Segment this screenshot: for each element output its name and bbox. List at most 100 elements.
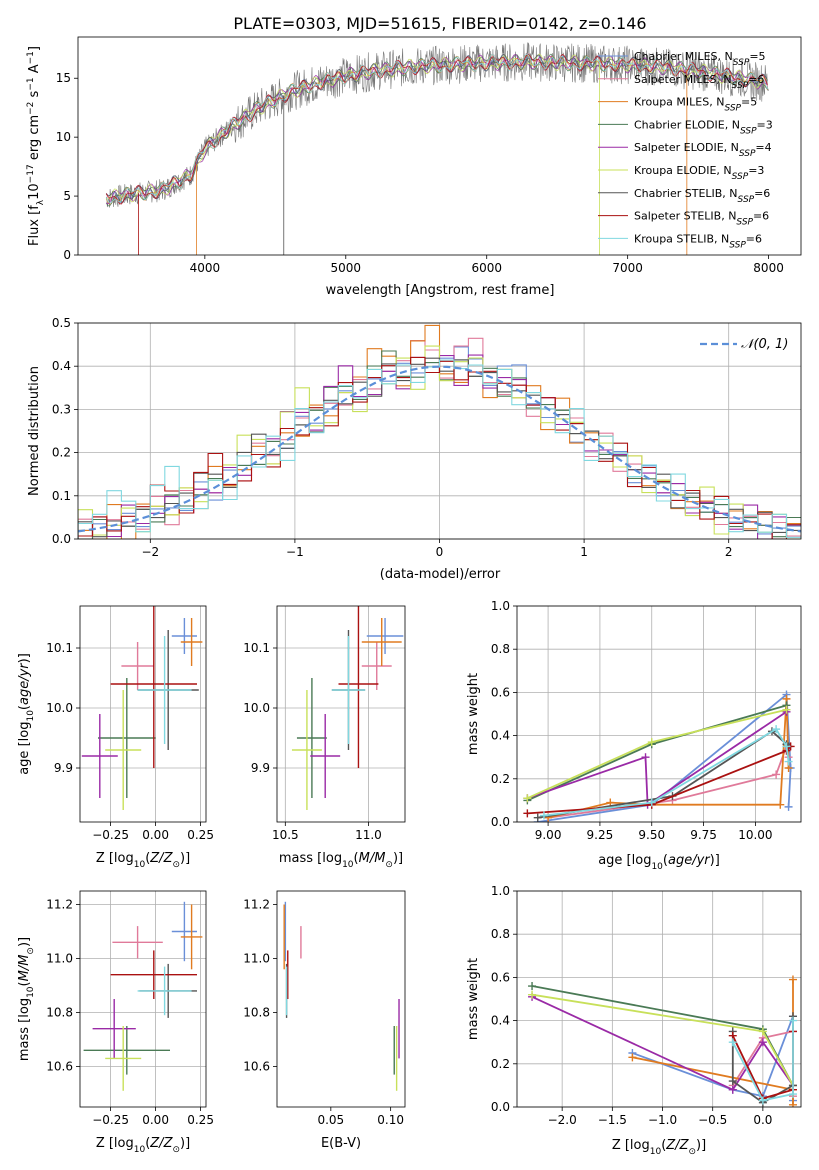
data-point: [137, 636, 192, 744]
data-point: [112, 926, 163, 959]
y-tick-label: 9.9: [54, 761, 73, 775]
series-point-marker: [788, 1100, 797, 1107]
x-tick-label: −0.25: [92, 828, 129, 842]
axes-mass_weight_vs_age: 9.00 9.25 9.50 9.75 10.00 0.0 0.2 0.4 0.6 0.8 1.0 a…: [466, 599, 802, 872]
x-tick-label: −2.0: [548, 1113, 577, 1127]
y-tick-label: 0.4: [491, 1014, 510, 1028]
series-point-marker: [784, 802, 793, 811]
x-tick-label: −2: [141, 545, 159, 559]
x-tick-label: 11.0: [355, 828, 382, 842]
series-point-marker: [782, 705, 791, 714]
series-point-marker: [758, 1027, 767, 1036]
x-tick-label: 5000: [331, 261, 362, 275]
y-tick-label: 10: [56, 130, 71, 144]
x-tick-label: −1: [286, 545, 304, 559]
y-axis-label: age [log10(age/yr)]: [17, 653, 36, 775]
y-tick-label: 0.2: [491, 1057, 510, 1071]
series-line: [732, 1020, 794, 1102]
y-axis-label: mass [log10(M/M⊙)]: [17, 937, 36, 1061]
x-tick-label: 9.50: [638, 828, 665, 842]
data-point: [105, 1026, 142, 1091]
data-point: [291, 690, 322, 810]
data-point: [92, 999, 136, 1059]
y-tick-label: 10.8: [243, 1006, 270, 1020]
plot-area: [283, 901, 400, 1091]
x-tick-label: 10.00: [738, 828, 772, 842]
x-tick-label: 0.00: [142, 1113, 169, 1127]
y-tick-label: 0.5: [52, 316, 71, 330]
series-point-marker: [758, 1038, 767, 1047]
y-axis-label: Normed distribution: [27, 366, 42, 496]
axis-frame: 4000 5000 6000 7000 8000 0 5 10 15 wavelength [An…: [26, 36, 802, 298]
y-tick-label: 0.8: [491, 642, 510, 656]
legend: Chabrier MILES, NSSP=5 Salpeter MILES, NS…: [598, 50, 773, 250]
y-tick-label: 11.0: [243, 952, 270, 966]
axes-border: [516, 605, 802, 823]
data-point: [310, 714, 341, 798]
data-point: [81, 714, 118, 798]
series-line: [547, 743, 790, 819]
y-tick-label: 10.8: [46, 1006, 73, 1020]
y-tick-label: 0.2: [52, 446, 71, 460]
model-spectrum-line: [105, 53, 768, 204]
legend-entry: Salpeter STELIB, NSSP=6: [634, 210, 769, 228]
axis-frame: −0.25 0.00 0.25 9.9 10.0 10.1 Z [log10(Z/Z⊙)] a…: [17, 605, 214, 870]
x-axis-label: wavelength [Angstrom, rest frame]: [326, 283, 555, 298]
axes-age_vs_Z: −0.25 0.00 0.25 9.9 10.0 10.1 Z [log10(Z/Z⊙)] a…: [17, 605, 214, 870]
legend-entry: Kroupa MILES, NSSP=5: [634, 96, 757, 114]
data-point: [296, 678, 327, 798]
y-tick-label: 11.2: [46, 898, 73, 912]
series-point-marker: [533, 813, 542, 822]
series-point-marker: [788, 1016, 797, 1025]
y-tick-label: 5: [63, 189, 71, 203]
y-tick-label: 0: [63, 248, 71, 262]
legend-entry: Salpeter ELODIE, NSSP=4: [634, 141, 772, 159]
x-tick-label: 6000: [471, 261, 502, 275]
series-point-marker: [728, 1077, 737, 1086]
data-point: [98, 678, 156, 798]
series-line: [537, 692, 792, 822]
figure-title: PLATE=0303, MJD=51615, FIBERID=0142, z=0…: [233, 14, 646, 33]
y-tick-label: 10.0: [46, 701, 73, 715]
plot-area: [105, 42, 769, 255]
legend-entry: Kroupa STELIB, NSSP=6: [634, 232, 762, 250]
y-tick-label: 0.4: [491, 729, 510, 743]
x-tick-label: −1.0: [648, 1113, 677, 1127]
x-tick-label: −0.25: [92, 1113, 129, 1127]
y-tick-label: 0.1: [52, 489, 71, 503]
x-tick-label: 0.10: [377, 1113, 404, 1127]
series-line: [543, 727, 790, 817]
y-tick-label: 15: [56, 71, 71, 85]
plot-area: [291, 606, 404, 810]
y-tick-label: 0.3: [52, 402, 71, 416]
model-spectrum-line: [105, 53, 768, 207]
histogram-step: [78, 359, 801, 539]
x-tick-label: 0.00: [142, 828, 169, 842]
x-axis-label: age [log10(age/yr)]: [598, 853, 720, 872]
series-point-marker: [784, 757, 793, 766]
legend-entry: Salpeter MILES, NSSP=6: [634, 73, 764, 91]
axes-age_vs_mass: 10.5 11.0 9.9 10.0 10.1 mass [log10(M/M⊙)]: [243, 605, 406, 870]
data-point: [366, 618, 404, 654]
x-tick-label: 0.25: [187, 1113, 214, 1127]
legend-entry: Chabrier MILES, NSSP=5: [634, 50, 766, 68]
y-axis-label: mass weight: [466, 958, 481, 1040]
y-axis-label: Flux [fλ10−17 erg cm−2 s−1 A−1]: [26, 46, 46, 246]
data-point: [331, 636, 366, 744]
legend-entry: Chabrier ELODIE, NSSP=3: [634, 118, 773, 136]
y-axis-label: mass weight: [466, 673, 481, 755]
axes-residual_histogram: −2 −1 0 1 2 0.0 0.1 0.2 0.3 0.4 0.5 (data-model)/er…: [27, 316, 802, 582]
data-point: [137, 966, 192, 1016]
plot-area: [83, 901, 203, 1091]
axes-border: [516, 890, 802, 1108]
axis-frame: 9.00 9.25 9.50 9.75 10.00 0.0 0.2 0.4 0.6 0.8 1.0 a…: [466, 599, 802, 872]
x-tick-label: −0.5: [698, 1113, 727, 1127]
axes-border: [79, 605, 207, 823]
series-point-marker: [523, 809, 532, 818]
y-tick-label: 10.6: [243, 1060, 270, 1074]
series-line: [527, 745, 792, 815]
series-point-marker: [647, 798, 656, 807]
y-tick-label: 10.6: [46, 1060, 73, 1074]
y-tick-label: 10.0: [243, 701, 270, 715]
x-tick-label: 9.00: [535, 828, 562, 842]
